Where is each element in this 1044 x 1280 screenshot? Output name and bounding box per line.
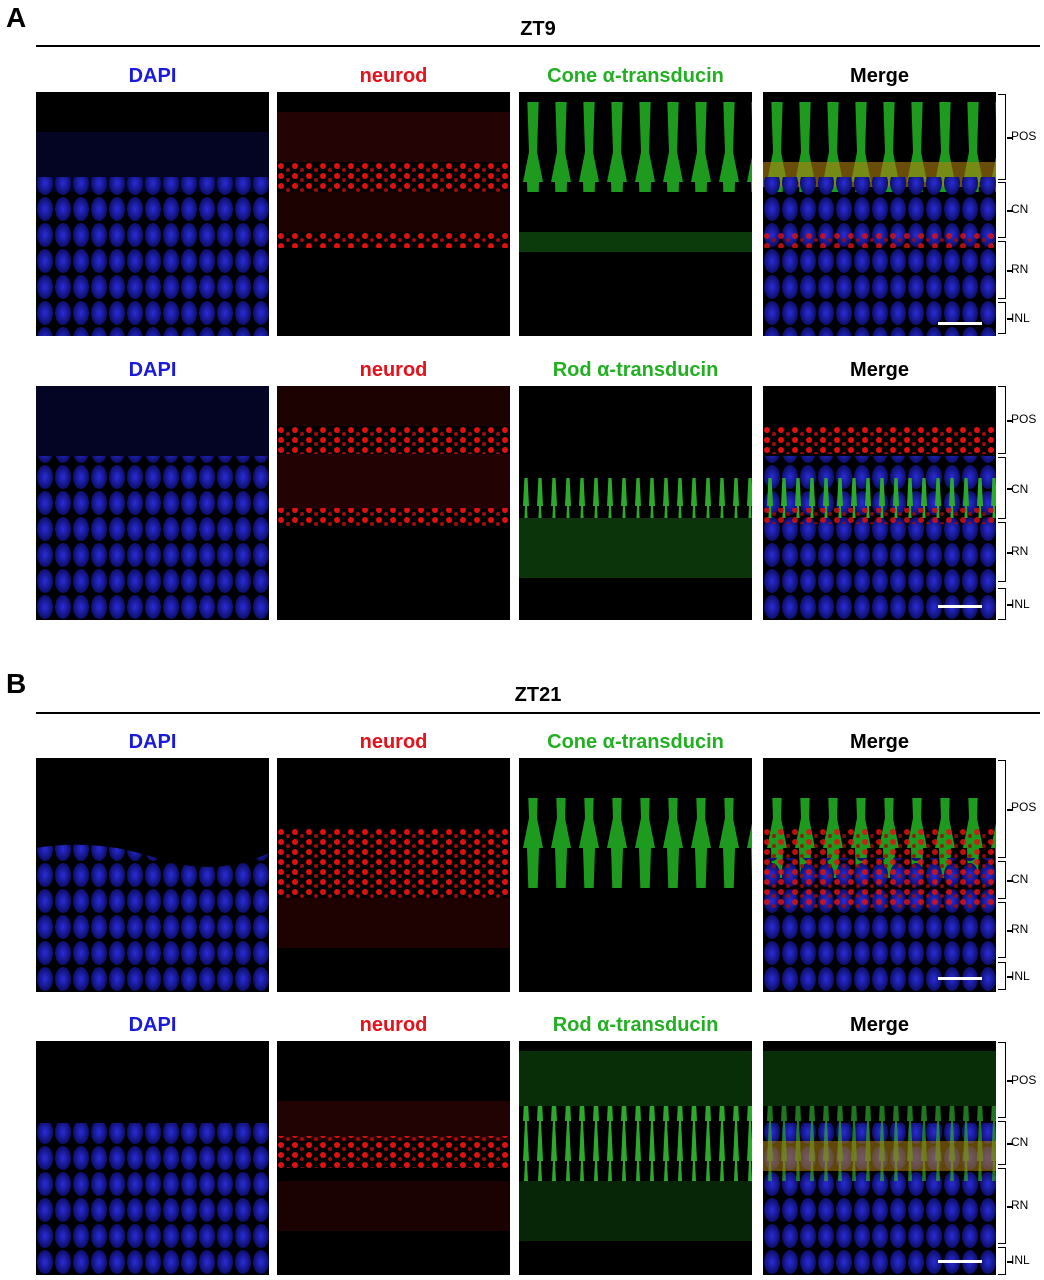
a2-layer-rn: RN <box>1011 544 1029 558</box>
a1-bracket-inl <box>998 302 1013 334</box>
a2-layer-inl: INL <box>1011 597 1030 611</box>
b2-bracket-rn <box>998 1168 1013 1244</box>
b1-dapi-image <box>36 758 269 992</box>
a2-bracket-pos <box>998 386 1013 454</box>
a1-label-dapi: DAPI <box>128 65 177 87</box>
a2-bracket-rn <box>998 522 1013 582</box>
a1-cone-transducin-image <box>519 92 752 336</box>
b2-label-dapi: DAPI <box>128 1014 177 1036</box>
a2-rod-transducin-image <box>519 386 752 620</box>
b2-bracket-pos <box>998 1042 1013 1118</box>
b1-neurod-image <box>277 758 510 992</box>
a2-bracket-inl <box>998 588 1013 620</box>
b1-bracket-rn <box>998 902 1013 958</box>
a1-layer-pos: POS <box>1011 129 1037 143</box>
a1-label-merge: Merge <box>850 65 909 87</box>
b2-scale-bar <box>938 1260 982 1263</box>
a2-label-neurod: neurod <box>359 359 428 381</box>
b1-merge-image <box>763 758 996 992</box>
b2-label-merge: Merge <box>850 1014 909 1036</box>
a2-bracket-cn <box>998 457 1013 519</box>
a1-bracket-pos <box>998 94 1013 180</box>
a1-layer-cn: CN <box>1011 202 1029 216</box>
b1-bracket-cn <box>998 861 1013 899</box>
a2-merge-image <box>763 386 996 620</box>
a2-label-merge: Merge <box>850 359 909 381</box>
a1-neurod-image <box>277 92 510 336</box>
b1-bracket-inl <box>998 962 1013 990</box>
panel-b-timepoint: ZT21 <box>514 684 562 706</box>
b1-label-merge: Merge <box>850 731 909 753</box>
b2-rod-transducin-image <box>519 1041 752 1275</box>
a1-layer-inl: INL <box>1011 311 1030 325</box>
panel-a-rule <box>36 45 1040 47</box>
a1-label-transducin: Cone α-transducin <box>547 65 724 87</box>
b2-layer-rn: RN <box>1011 1198 1029 1212</box>
a2-dapi-image <box>36 386 269 620</box>
panel-a-letter: A <box>6 2 27 33</box>
b2-merge-image <box>763 1041 996 1275</box>
a1-merge-image <box>763 92 996 336</box>
a2-scale-bar <box>938 605 982 608</box>
a2-label-dapi: DAPI <box>128 359 177 381</box>
b2-label-transducin: Rod α-transducin <box>552 1014 719 1036</box>
b2-bracket-cn <box>998 1121 1013 1165</box>
a1-label-neurod: neurod <box>359 65 428 87</box>
b1-label-neurod: neurod <box>359 731 428 753</box>
b2-layer-pos: POS <box>1011 1073 1037 1087</box>
a1-bracket-rn <box>998 241 1013 299</box>
b1-label-transducin: Cone α-transducin <box>547 731 724 753</box>
a1-dapi-image <box>36 92 269 336</box>
b1-scale-bar <box>938 977 982 980</box>
b1-cone-transducin-image <box>519 758 752 992</box>
b1-layer-cn: CN <box>1011 872 1029 886</box>
b2-bracket-inl <box>998 1247 1013 1275</box>
panel-b-letter: B <box>6 668 27 699</box>
b2-neurod-image <box>277 1041 510 1275</box>
a1-bracket-cn <box>998 182 1013 238</box>
a2-label-transducin: Rod α-transducin <box>552 359 719 381</box>
b1-layer-inl: INL <box>1011 969 1030 983</box>
b2-dapi-image <box>36 1041 269 1275</box>
a2-layer-pos: POS <box>1011 412 1037 426</box>
b1-bracket-pos <box>998 760 1013 858</box>
a1-scale-bar <box>938 322 982 325</box>
a2-neurod-image <box>277 386 510 620</box>
b1-layer-pos: POS <box>1011 800 1037 814</box>
a1-layer-rn: RN <box>1011 262 1029 276</box>
panel-a-timepoint: ZT9 <box>520 18 556 40</box>
b2-label-neurod: neurod <box>359 1014 428 1036</box>
b1-label-dapi: DAPI <box>128 731 177 753</box>
a2-layer-cn: CN <box>1011 482 1029 496</box>
panel-b-rule <box>36 712 1040 714</box>
b2-layer-inl: INL <box>1011 1253 1030 1267</box>
b1-layer-rn: RN <box>1011 922 1029 936</box>
b2-layer-cn: CN <box>1011 1135 1029 1149</box>
